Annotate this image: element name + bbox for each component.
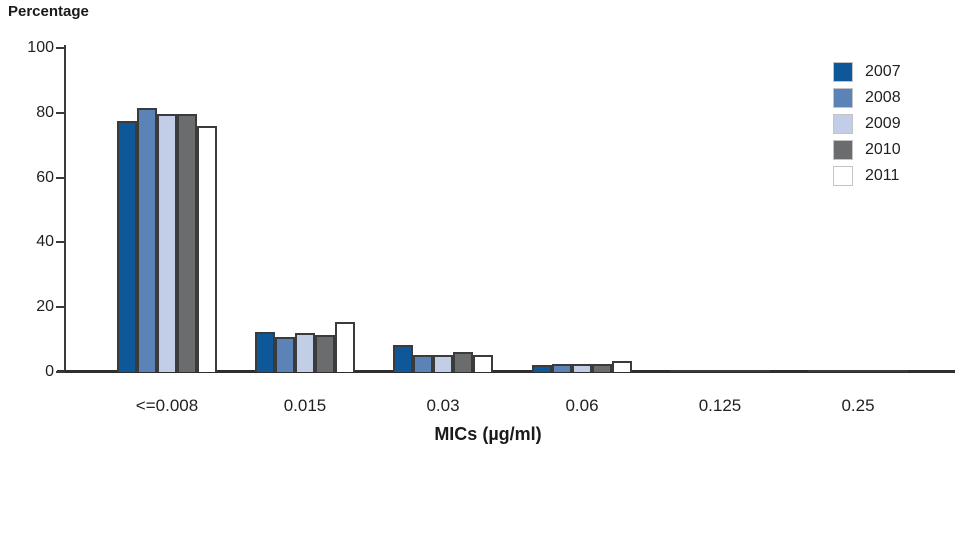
legend-label: 2008 — [865, 89, 901, 106]
legend-swatch-2010 — [833, 140, 853, 160]
bar-2007-0.125 — [670, 370, 690, 372]
bar-2007-0.008 — [117, 121, 137, 372]
legend-label: 2011 — [865, 167, 900, 184]
y-tick-label: 60 — [36, 168, 54, 186]
legend-label: 2007 — [865, 63, 901, 80]
bar-2010-0.03 — [453, 352, 473, 372]
bar-group-0.015 — [255, 322, 355, 372]
bar-2009-0.008 — [157, 114, 177, 372]
legend-swatch-2011 — [833, 166, 853, 186]
bar-2007-0.06 — [532, 365, 552, 372]
bar-2008-0.015 — [275, 337, 295, 372]
bar-2009-0.06 — [572, 363, 592, 372]
x-tick-label: 0.125 — [698, 396, 742, 415]
bar-2008-0.125 — [690, 370, 710, 372]
bar-2010-0.25 — [868, 370, 888, 372]
bar-group-0.008 — [117, 107, 217, 372]
bar-group-0.125 — [670, 370, 770, 372]
bar-2010-0.008 — [177, 113, 197, 372]
y-tick-mark — [56, 241, 65, 244]
bar-2011-0.03 — [473, 354, 493, 372]
y-tick-label: 100 — [27, 39, 54, 56]
x-axis — [57, 370, 955, 373]
bar-2009-0.015 — [295, 332, 315, 372]
bar-2008-0.25 — [828, 370, 848, 372]
legend-row-2008: 2008 — [833, 88, 901, 108]
y-axis-title: Percentage — [8, 3, 89, 20]
y-tick-mark — [56, 371, 65, 373]
y-tick-mark — [56, 47, 65, 49]
x-tick-label: 0.015 — [283, 396, 327, 415]
y-tick-label: 20 — [36, 298, 54, 316]
bar-2011-0.06 — [612, 361, 632, 372]
bar-2009-0.25 — [848, 370, 868, 372]
y-tick-label: 80 — [36, 103, 54, 121]
bar-2011-0.008 — [197, 126, 217, 372]
y-tick-label: 40 — [36, 233, 54, 251]
legend: 2007 2008 2009 2010 2011 — [833, 62, 901, 192]
bar-2011-0.015 — [335, 322, 355, 372]
y-tick-label: 0 — [45, 363, 54, 380]
legend-row-2009: 2009 — [833, 114, 901, 134]
x-tick-label: 0.25 — [841, 396, 875, 415]
y-axis — [64, 45, 66, 372]
plot-area — [65, 48, 955, 372]
legend-swatch-2007 — [833, 62, 853, 82]
bar-2007-0.015 — [255, 331, 275, 372]
bar-2011-0.25 — [888, 370, 908, 372]
y-tick-mark — [56, 176, 65, 179]
bar-2007-0.25 — [808, 370, 828, 372]
y-tick-mark — [56, 111, 65, 114]
legend-row-2011: 2011 — [833, 166, 901, 186]
bar-group-0.06 — [532, 361, 632, 372]
bar-2008-0.06 — [552, 363, 572, 372]
legend-label: 2010 — [865, 141, 901, 158]
x-tick-label: 0.06 — [565, 396, 599, 415]
bar-2009-0.03 — [433, 354, 453, 372]
legend-label: 2009 — [865, 115, 901, 132]
bar-2010-0.125 — [730, 370, 750, 372]
bar-2010-0.06 — [592, 363, 612, 372]
bar-2010-0.015 — [315, 334, 335, 372]
bar-group-0.03 — [393, 345, 493, 372]
bar-2007-0.03 — [393, 345, 413, 372]
y-tick-mark — [56, 306, 65, 309]
legend-swatch-2008 — [833, 88, 853, 108]
bar-group-0.25 — [808, 370, 908, 372]
bar-2008-0.008 — [137, 107, 157, 372]
legend-row-2010: 2010 — [833, 140, 901, 160]
legend-row-2007: 2007 — [833, 62, 901, 82]
legend-swatch-2009 — [833, 114, 853, 134]
bar-2008-0.03 — [413, 355, 433, 372]
x-tick-label: <=0.008 — [135, 396, 199, 415]
bar-2011-0.125 — [750, 370, 770, 372]
x-axis-title: MICs (µg/ml) — [434, 424, 542, 444]
bar-2009-0.125 — [710, 370, 730, 372]
x-tick-label: 0.03 — [426, 396, 460, 415]
